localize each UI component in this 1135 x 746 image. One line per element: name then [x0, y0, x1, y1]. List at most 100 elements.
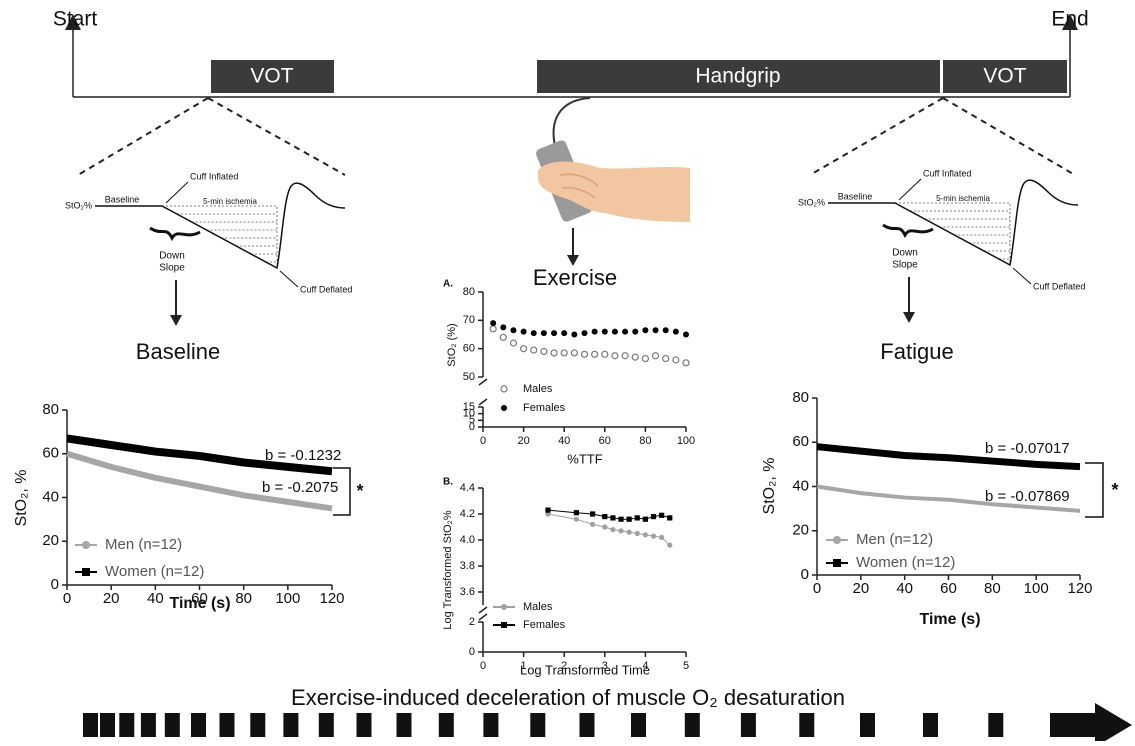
y-tick-label: 20 [42, 532, 59, 549]
y-axis-label: StO₂, % [761, 458, 778, 515]
x-tick-label: 80 [235, 590, 252, 607]
data-point [551, 330, 557, 336]
diagram-label: 5-min ischemia [203, 197, 257, 206]
phase-label: Handgrip [695, 65, 780, 88]
data-point [632, 354, 638, 360]
legend-label: Women (n=12) [856, 554, 955, 571]
y-tick-label: 60 [792, 433, 809, 450]
data-point [627, 517, 632, 522]
diagram-label: Down [892, 248, 918, 259]
axis-break [479, 379, 487, 405]
data-point [622, 329, 628, 335]
x-tick-label: 20 [103, 590, 120, 607]
data-point [642, 327, 648, 333]
y-axis-label: StO₂, % [13, 470, 30, 527]
diagram-label: Cuff Inflated [923, 168, 971, 178]
y-tick-label: 80 [42, 401, 59, 418]
y-tick-label: 4.4 [460, 482, 475, 494]
x-axis-label: %TTF [567, 451, 602, 466]
y-axis-label: Log Transformed StO₂% [442, 510, 454, 629]
legend-label: Females [523, 402, 566, 414]
x-tick-label: 80 [639, 435, 651, 447]
data-point [592, 351, 598, 357]
x-axis-label: Log Transformed Time [520, 662, 650, 677]
data-point [574, 517, 579, 522]
data-point [663, 356, 669, 362]
x-axis-label: Time (s) [169, 595, 230, 612]
data-point [635, 531, 640, 536]
data-point [551, 350, 557, 356]
data-point [643, 532, 648, 537]
data-point [673, 357, 679, 363]
diagram-label: 5-min ischemia [936, 194, 990, 203]
x-tick-label: 80 [984, 580, 1001, 597]
legend-marker [82, 568, 90, 576]
diagram-label: Cuff Inflated [190, 171, 238, 181]
data-point [653, 327, 659, 333]
footer-text: Exercise-induced deceleration of muscle … [291, 685, 845, 710]
data-point [642, 356, 648, 362]
y-tick-label: 80 [792, 389, 809, 406]
diagram-label: StO₂% [798, 197, 825, 207]
annotation: b = -0.07017 [985, 440, 1070, 457]
diagram-label: Baseline [838, 191, 873, 201]
y-tick-label: 4.2 [460, 508, 475, 520]
diagram-label: Slope [892, 260, 918, 271]
y-tick-label: 50 [463, 371, 475, 383]
phase-label: VOT [983, 65, 1026, 88]
arrowhead [903, 312, 915, 323]
x-tick-label: 0 [480, 660, 486, 672]
x-tick-label: 60 [940, 580, 957, 597]
data-point [531, 347, 537, 353]
progress-arrowhead [1050, 703, 1132, 741]
x-tick-label: 60 [599, 435, 611, 447]
x-tick-label: 5 [683, 660, 689, 672]
data-point [602, 329, 608, 335]
x-tick-label: 100 [677, 435, 695, 447]
chart-title: Exercise [533, 265, 617, 290]
x-tick-label: 0 [480, 435, 486, 447]
progress-dash [988, 713, 1003, 737]
significance-bracket [1085, 463, 1103, 517]
x-tick-label: 20 [517, 435, 529, 447]
x-tick-label: 120 [319, 590, 344, 607]
diagram-label: Cuff Deflated [1033, 281, 1085, 291]
annotation: b = -0.07869 [985, 488, 1070, 505]
data-point [602, 524, 607, 529]
data-point [612, 353, 618, 359]
y-tick-label: 0 [51, 576, 59, 593]
progress-dash [439, 713, 454, 737]
diagram-label: Cuff Deflated [300, 284, 352, 294]
data-point [571, 332, 577, 338]
annotation: b = -0.2075 [262, 479, 338, 496]
progress-dash [860, 713, 875, 737]
data-point [632, 329, 638, 335]
annotation: * [356, 481, 363, 501]
data-point [500, 324, 506, 330]
progress-dash [165, 713, 180, 737]
legend-marker [501, 386, 507, 392]
legend-marker [501, 604, 507, 610]
axis-break [479, 607, 487, 620]
y-tick-label: 4.0 [460, 534, 475, 546]
legend-label: Females [523, 619, 566, 631]
progress-dash [631, 713, 646, 737]
data-point [667, 543, 672, 548]
data-point [622, 353, 628, 359]
data-point [635, 515, 640, 520]
legend-label: Men (n=12) [856, 531, 933, 548]
data-point [582, 351, 588, 357]
legend-label: Women (n=12) [105, 563, 204, 580]
chart-title: Fatigue [880, 339, 953, 364]
data-point [643, 517, 648, 522]
data-point [561, 350, 567, 356]
y-tick-label: 20 [792, 522, 809, 539]
x-tick-label: 40 [558, 435, 570, 447]
progress-dash [250, 713, 265, 737]
progress-dash [580, 713, 595, 737]
data-point [602, 351, 608, 357]
legend-label: Males [523, 383, 553, 395]
data-point [582, 330, 588, 336]
data-point [683, 360, 689, 366]
brace [150, 228, 200, 238]
